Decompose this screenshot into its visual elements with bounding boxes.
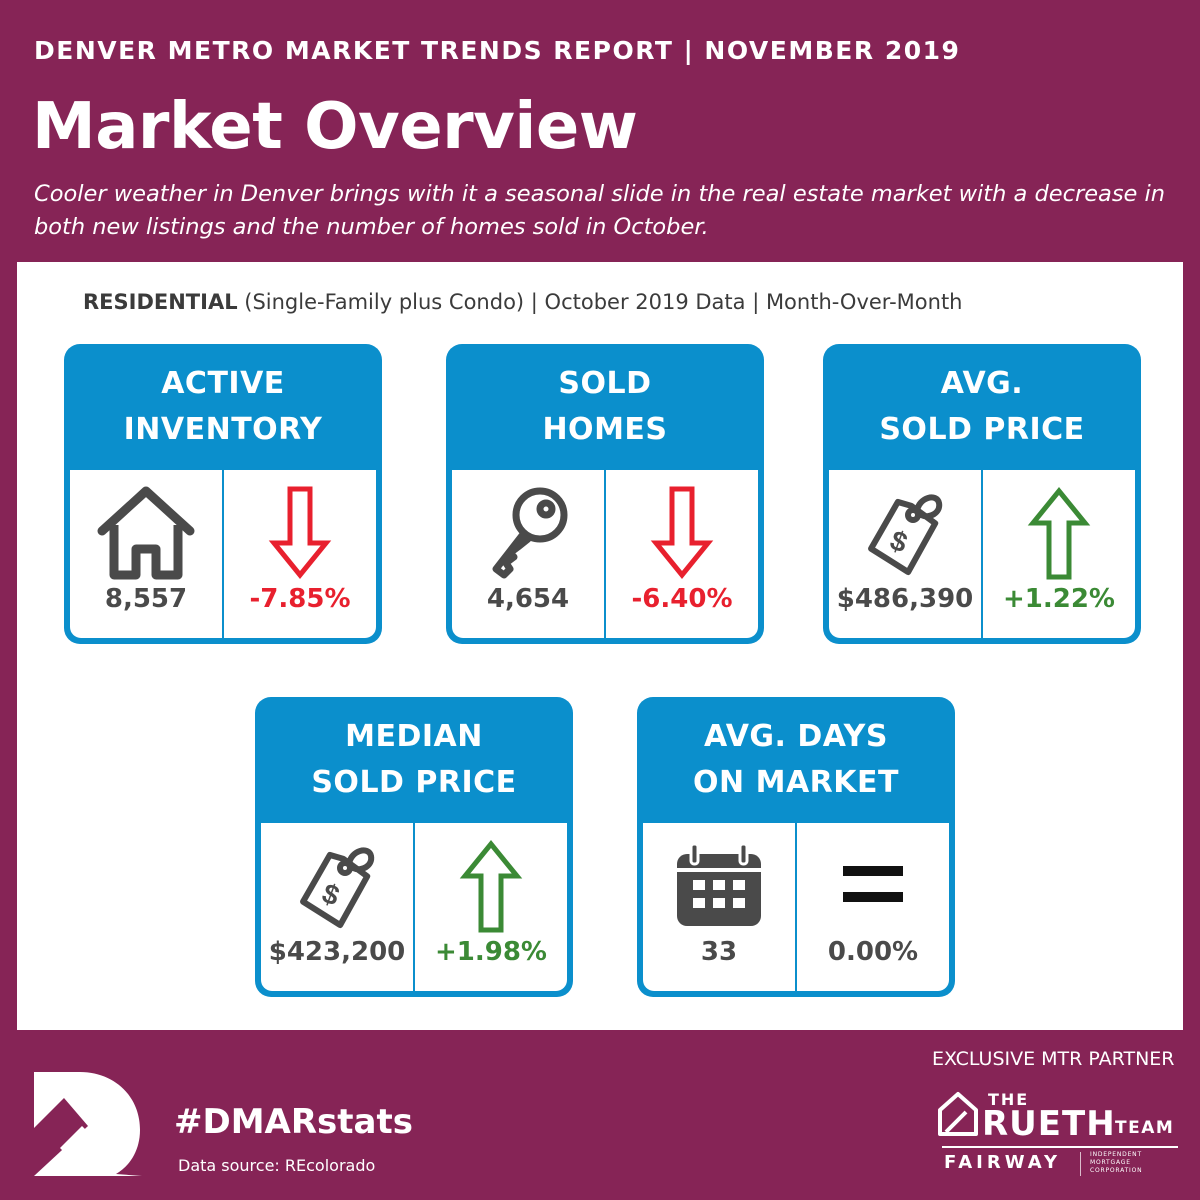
- card-divider: [981, 470, 983, 638]
- partner-team: TEAM: [1115, 1118, 1175, 1138]
- card-divider: [222, 470, 224, 638]
- card-value: $486,390: [836, 584, 974, 614]
- card-divider: [604, 470, 606, 638]
- card-sold-homes: SOLD HOMES 4,654: [446, 344, 764, 644]
- page-title: Market Overview: [32, 90, 638, 164]
- arrow-down-icon: [224, 478, 376, 588]
- card-body: 33 0.00%: [643, 823, 949, 991]
- card-value-cell: 4,654: [452, 470, 604, 638]
- residential-label: RESIDENTIAL: [83, 290, 238, 314]
- residential-caption: RESIDENTIAL (Single-Family plus Condo) |…: [83, 290, 1183, 314]
- price-tag-icon: $: [261, 831, 413, 941]
- card-title-line1: MEDIAN: [345, 719, 483, 754]
- card-avg-days-on-market: AVG. DAYS ON MARKET 3: [637, 697, 955, 997]
- card-title-line1: AVG. DAYS: [704, 719, 888, 754]
- arrow-down-icon: [606, 478, 758, 588]
- card-value-cell: 8,557: [70, 470, 222, 638]
- card-value: 33: [700, 937, 738, 967]
- card-title-line1: AVG.: [940, 366, 1024, 401]
- partner-the: THE: [988, 1090, 1030, 1109]
- data-source: Data source: REcolorado: [178, 1156, 376, 1175]
- card-title: AVG. SOLD PRICE: [823, 358, 1141, 456]
- card-change-cell: +1.22%: [983, 470, 1135, 638]
- card-body: $ $423,200 +1.98%: [261, 823, 567, 991]
- card-change: +1.98%: [435, 937, 547, 967]
- card-change: -6.40%: [631, 584, 733, 614]
- partner-fairway: FAIRWAY: [944, 1152, 1062, 1173]
- card-change-cell: -7.85%: [224, 470, 376, 638]
- card-avg-sold-price: AVG. SOLD PRICE $ $486,390: [823, 344, 1141, 644]
- card-value-cell: $ $423,200: [261, 823, 413, 991]
- card-divider: [413, 823, 415, 991]
- card-title-line2: SOLD PRICE: [879, 412, 1085, 447]
- calendar-icon: [643, 831, 795, 941]
- price-tag-icon: $: [829, 478, 981, 588]
- page-subtitle: Cooler weather in Denver brings with it …: [34, 181, 1166, 240]
- card-value: 8,557: [104, 584, 188, 614]
- card-change-cell: 0.00%: [797, 823, 949, 991]
- svg-text:$: $: [886, 524, 912, 559]
- card-change: 0.00%: [827, 937, 919, 967]
- equals-icon: [797, 831, 949, 941]
- key-icon: [452, 478, 604, 588]
- svg-text:$: $: [318, 877, 344, 912]
- card-title-line1: ACTIVE: [161, 366, 285, 401]
- card-title: ACTIVE INVENTORY: [64, 358, 382, 456]
- card-value: $423,200: [268, 937, 406, 967]
- card-value: 4,654: [486, 584, 570, 614]
- arrow-up-icon: [983, 478, 1135, 588]
- card-title: AVG. DAYS ON MARKET: [637, 711, 955, 809]
- house-icon: [70, 478, 222, 588]
- card-title-line2: HOMES: [542, 412, 668, 447]
- card-active-inventory: ACTIVE INVENTORY 8,557: [64, 344, 382, 644]
- card-body: $ $486,390 +1.22%: [829, 470, 1135, 638]
- card-title-line2: ON MARKET: [693, 765, 899, 800]
- card-value-cell: 33: [643, 823, 795, 991]
- card-body: 4,654 -6.40%: [452, 470, 758, 638]
- card-title-line1: SOLD: [558, 366, 652, 401]
- report-line: DENVER METRO MARKET TRENDS REPORT | NOVE…: [34, 36, 961, 65]
- partner-label: EXCLUSIVE MTR PARTNER: [932, 1048, 1175, 1070]
- card-divider: [795, 823, 797, 991]
- card-value-cell: $ $486,390: [829, 470, 981, 638]
- card-change-cell: -6.40%: [606, 470, 758, 638]
- arrow-up-icon: [415, 831, 567, 941]
- partner-corporation: INDEPENDENT MORTGAGE CORPORATION: [1090, 1151, 1143, 1174]
- stats-panel: RESIDENTIAL (Single-Family plus Condo) |…: [17, 262, 1183, 1030]
- partner-divider: [942, 1146, 1178, 1148]
- card-body: 8,557 -7.85%: [70, 470, 376, 638]
- partner-separator: [1080, 1152, 1081, 1176]
- card-title-line2: INVENTORY: [123, 412, 323, 447]
- rueth-logo-mark: [936, 1088, 986, 1142]
- card-title: SOLD HOMES: [446, 358, 764, 456]
- card-change: -7.85%: [249, 584, 351, 614]
- card-change-cell: +1.98%: [415, 823, 567, 991]
- card-title-line2: SOLD PRICE: [311, 765, 517, 800]
- card-title: MEDIAN SOLD PRICE: [255, 711, 573, 809]
- hashtag: #DMARstats: [174, 1102, 413, 1142]
- residential-details: (Single-Family plus Condo) | October 201…: [237, 290, 963, 314]
- card-change: +1.22%: [1003, 584, 1115, 614]
- partner-name: RUETH: [982, 1104, 1116, 1144]
- card-median-sold-price: MEDIAN SOLD PRICE $ $423,200: [255, 697, 573, 997]
- dmar-logo: [30, 1068, 148, 1184]
